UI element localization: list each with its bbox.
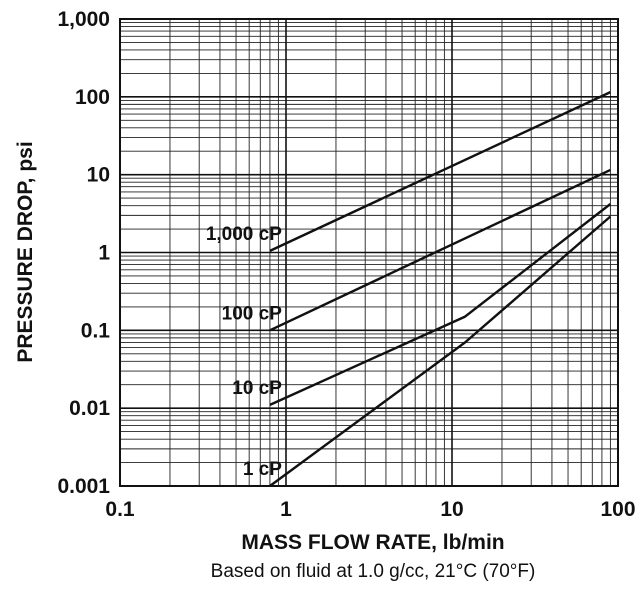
x-tick-label: 0.1 (105, 498, 135, 521)
y-axis-tick-labels: 0.001 0.01 0.1 1 10 100 1,000 (57, 8, 110, 498)
y-tick-label: 0.001 (57, 475, 110, 498)
series-line-100-cp (269, 168, 611, 332)
chart-note: Based on fluid at 1.0 g/cc, 21°C (70°F) (211, 561, 536, 582)
x-axis-tick-labels: 0.1 1 10 100 (105, 498, 635, 521)
x-tick-label: 100 (600, 498, 635, 521)
series-lines (269, 91, 612, 487)
plot-area-frame (119, 18, 619, 487)
y-tick-label: 100 (75, 86, 110, 109)
x-tick-label: 10 (440, 498, 463, 521)
series-label-1-cp: 1 cP (243, 459, 282, 480)
series-label-100-cp: 100 cP (222, 303, 283, 324)
series-line-1-cp (269, 215, 612, 487)
y-tick-label: 1,000 (57, 8, 110, 31)
series-label-10-cp: 10 cP (232, 378, 282, 399)
y-tick-label: 1 (98, 242, 110, 265)
series-label-1-000-cp: 1,000 cP (206, 224, 282, 245)
x-axis-title: MASS FLOW RATE, lb/min (241, 531, 504, 554)
y-tick-label: 10 (87, 164, 110, 187)
y-axis-title: PRESSURE DROP, psi (14, 141, 37, 362)
series-line-1-000-cp (269, 91, 611, 252)
y-tick-label: 0.01 (69, 397, 110, 420)
series-labels: 1,000 cP 100 cP 10 cP 1 cP (206, 224, 282, 480)
y-tick-label: 0.1 (81, 319, 111, 342)
series-line-10-cp (269, 203, 612, 406)
x-tick-label: 1 (280, 498, 292, 521)
